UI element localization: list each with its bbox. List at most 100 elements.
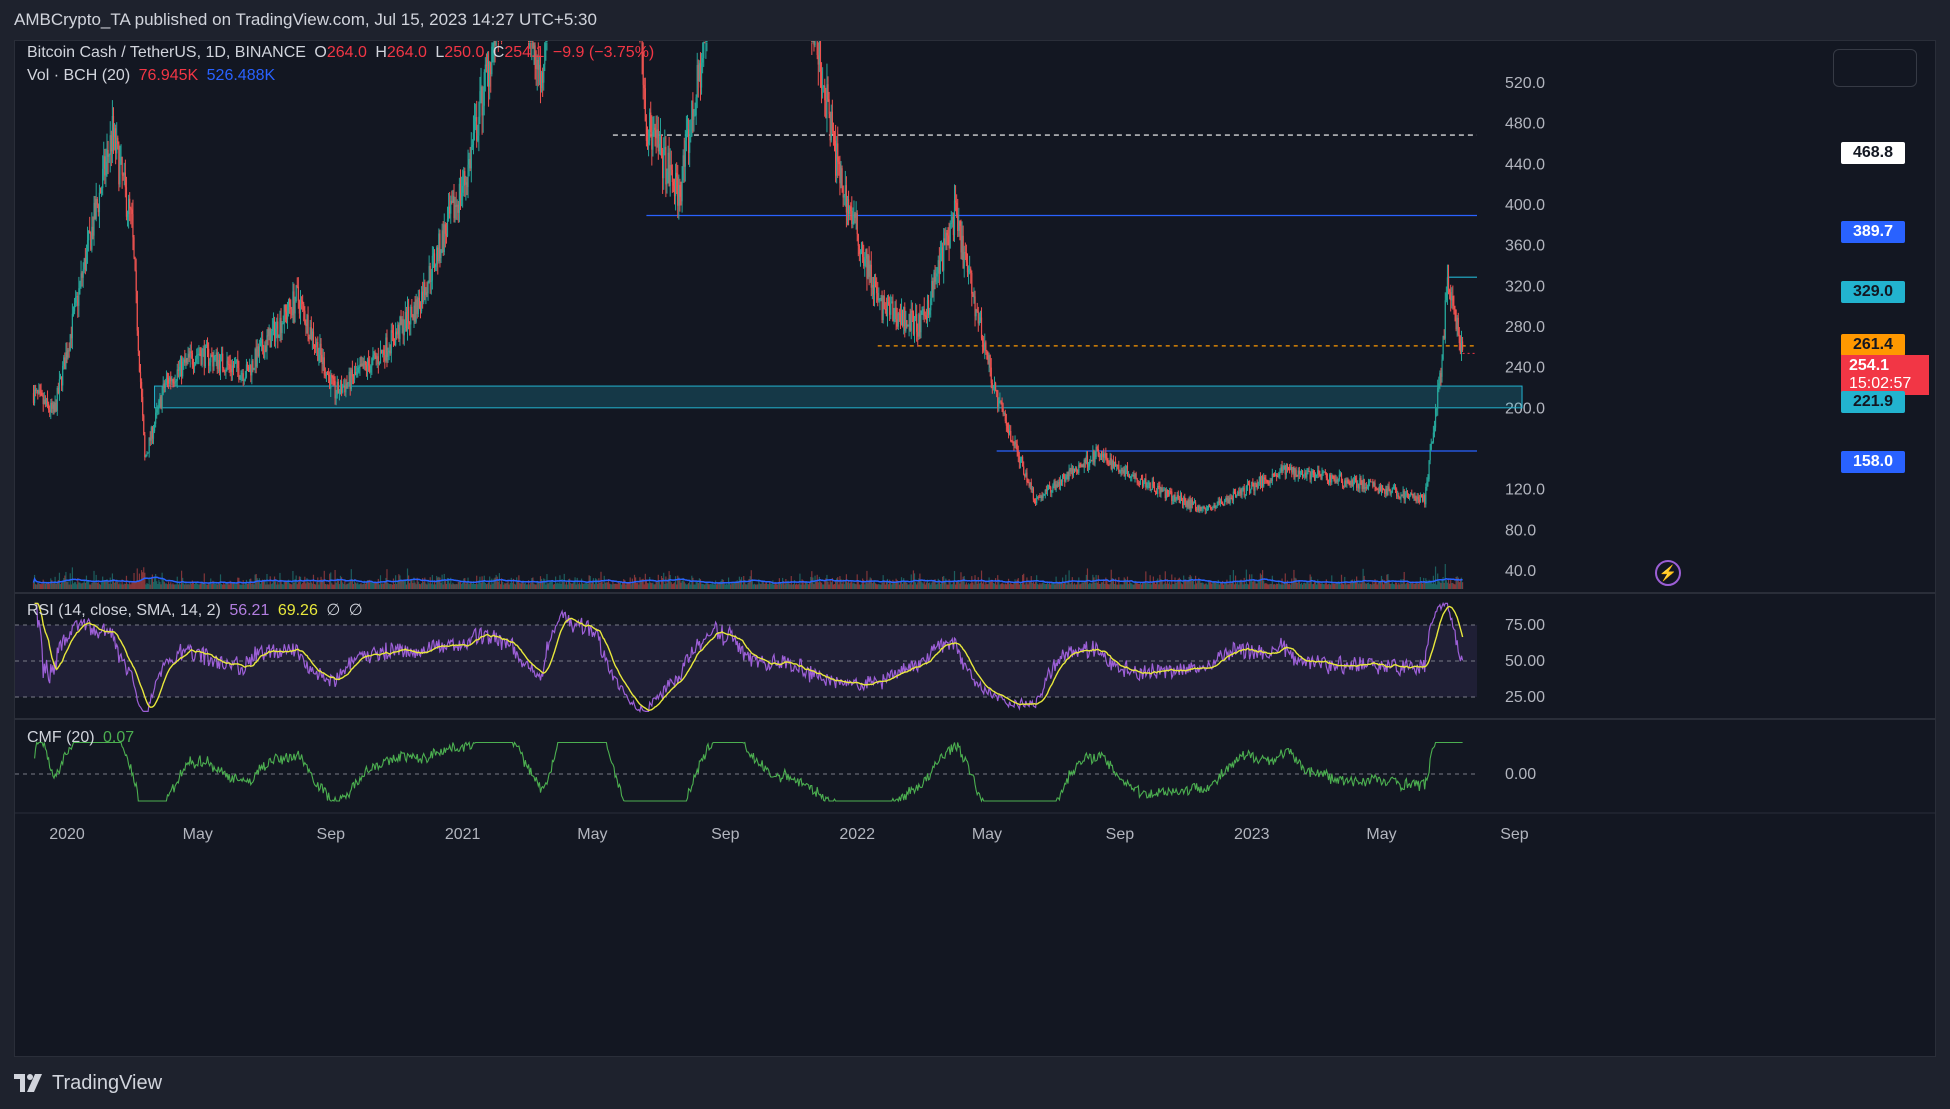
volume-bar: [884, 584, 886, 589]
candle-body: [1453, 305, 1455, 309]
chart-settings-box[interactable]: [1833, 49, 1917, 87]
volume-bar: [79, 582, 81, 589]
volume-bar: [677, 575, 679, 589]
candle-body: [367, 359, 370, 366]
candle-body: [456, 204, 458, 207]
volume-bar: [352, 583, 355, 589]
volume-bar: [869, 577, 871, 589]
candle-body: [386, 337, 388, 358]
candle-body: [1339, 474, 1342, 476]
candle-body: [308, 337, 310, 340]
volume-bar: [385, 577, 387, 589]
volume-bar: [463, 578, 465, 589]
volume-bar: [433, 580, 436, 589]
candle-body: [881, 297, 883, 320]
volume-bar: [288, 579, 290, 589]
volume-bar: [628, 581, 630, 589]
candle-body: [1079, 464, 1081, 466]
price-tick-label: 120.0: [1505, 482, 1545, 499]
candle-body: [372, 355, 374, 359]
chart-canvas[interactable]: 520.0480.0440.0400.0360.0320.0280.0240.0…: [15, 41, 1935, 1056]
candle-body: [304, 310, 306, 324]
volume-bar: [1378, 581, 1380, 589]
volume-bar: [723, 583, 725, 589]
volume-bar: [883, 580, 885, 589]
cmf-label[interactable]: CMF (20): [27, 729, 95, 746]
candle-body: [348, 371, 350, 383]
candle-body: [1250, 489, 1252, 494]
volume-bar: [100, 582, 103, 589]
candle-body: [947, 235, 949, 237]
price-tick-label: 200.0: [1505, 400, 1545, 417]
candle-body: [174, 382, 176, 384]
volume-bar: [1185, 580, 1187, 589]
volume-bar: [609, 583, 611, 589]
candle-body: [105, 161, 107, 176]
candle-body: [417, 297, 419, 314]
candle-body: [1341, 481, 1344, 486]
candle-body: [422, 291, 424, 303]
tradingview-logo[interactable]: TradingView: [14, 1072, 162, 1095]
volume-bar: [1430, 580, 1432, 589]
chart-frame[interactable]: 520.0 480.0 440.0 400.0 360.0 320.0 280.0 240.0…: [14, 40, 1936, 1057]
candle-body: [879, 298, 881, 300]
symbol-title[interactable]: Bitcoin Cash / TetherUS, 1D, BINANCE: [27, 44, 306, 61]
volume-bar: [1220, 582, 1223, 589]
volume-bar: [52, 583, 54, 589]
candle-body: [1337, 478, 1339, 482]
volume-bar: [388, 584, 390, 589]
candle-body: [1306, 473, 1308, 478]
candle-body: [364, 361, 366, 366]
volume-bar: [1375, 581, 1377, 589]
candle-body: [1116, 464, 1118, 467]
volume-bar: [170, 582, 172, 589]
volume-bar: [397, 581, 399, 589]
candle-body: [86, 240, 89, 251]
volume-label[interactable]: Vol · BCH (20): [27, 67, 131, 84]
volume-bar: [841, 583, 843, 589]
candle-body: [1360, 478, 1362, 484]
candle-body: [391, 330, 393, 334]
candle-body: [997, 390, 999, 407]
volume-bar: [1295, 578, 1297, 589]
candle-body: [1156, 491, 1158, 494]
volume-bar: [963, 575, 965, 589]
volume-bar: [161, 572, 163, 589]
candle-body: [1293, 467, 1295, 478]
candle-body: [109, 135, 111, 156]
candle-body: [350, 369, 352, 389]
candle-body: [33, 389, 36, 403]
volume-bar: [785, 578, 787, 589]
candle-body: [288, 299, 290, 314]
candle-body: [1236, 494, 1238, 498]
volume-bar: [507, 579, 509, 589]
volume-bar: [1428, 579, 1430, 589]
candle-body: [1071, 467, 1073, 476]
volume-bar: [1031, 583, 1033, 589]
volume-bar: [975, 579, 977, 589]
volume-bar: [1396, 582, 1398, 589]
volume-bar: [152, 581, 155, 589]
candle-body: [656, 129, 658, 139]
candle-body: [1106, 458, 1108, 463]
volume-bar: [698, 578, 700, 589]
volume-bar: [116, 579, 118, 589]
candle-body: [317, 342, 319, 361]
lightning-icon[interactable]: ⚡: [1655, 560, 1681, 586]
volume-bar: [1041, 583, 1043, 589]
volume-bar: [216, 584, 218, 589]
candle-body: [951, 216, 953, 223]
level-tag-221: 221.9: [1841, 391, 1905, 413]
candle-body: [642, 54, 644, 85]
rsi-label[interactable]: RSI (14, close, SMA, 14, 2): [27, 602, 221, 619]
volume-bar: [85, 575, 88, 589]
candle-body: [253, 368, 255, 370]
volume-bar: [63, 578, 65, 589]
time-tick-label: May: [1366, 826, 1396, 843]
candle-body: [1144, 478, 1146, 483]
volume-bar: [246, 583, 249, 589]
candle-body: [1175, 499, 1177, 501]
volume-bar: [214, 583, 216, 589]
candle-body: [1407, 495, 1410, 498]
volume-bar: [925, 582, 927, 589]
